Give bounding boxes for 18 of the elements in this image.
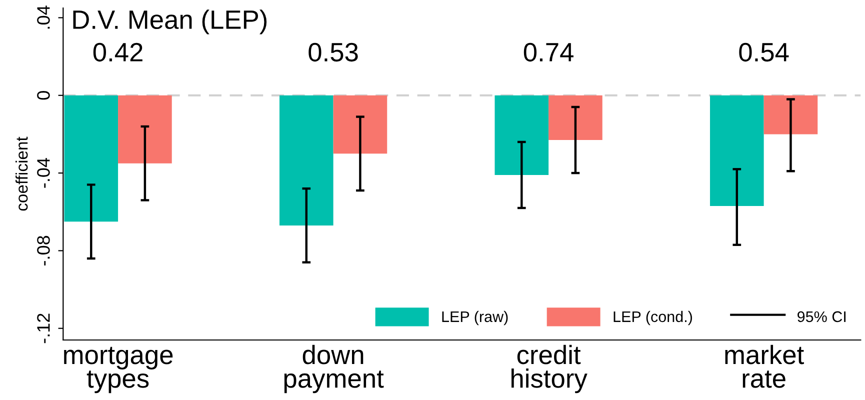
- y-tick-label: -.04: [37, 158, 50, 188]
- annotation: 0.54: [739, 42, 789, 62]
- x-tick-label: mortgage types: [64, 346, 173, 394]
- x-tick-label: credit history: [512, 344, 588, 394]
- annotation: 0.53: [308, 42, 358, 62]
- x-tick-label: down payment: [284, 344, 384, 394]
- chart-title: D.V. Mean (LEP): [73, 10, 267, 34]
- y-tick-label: .04: [37, 6, 50, 29]
- y-axis-title: coefficient: [16, 136, 28, 211]
- y-tick-label: -.12: [37, 314, 50, 344]
- x-tick-label: market rate: [725, 344, 804, 388]
- legend-label: LEP (raw): [442, 310, 508, 326]
- annotation: 0.74: [524, 42, 574, 62]
- y-tick-label: 0: [37, 91, 50, 100]
- y-tick-label: -.08: [37, 236, 50, 266]
- annotation: 0.42: [93, 42, 142, 62]
- legend-label: LEP (cond.): [614, 310, 692, 326]
- annotation: 95% CI: [798, 311, 846, 322]
